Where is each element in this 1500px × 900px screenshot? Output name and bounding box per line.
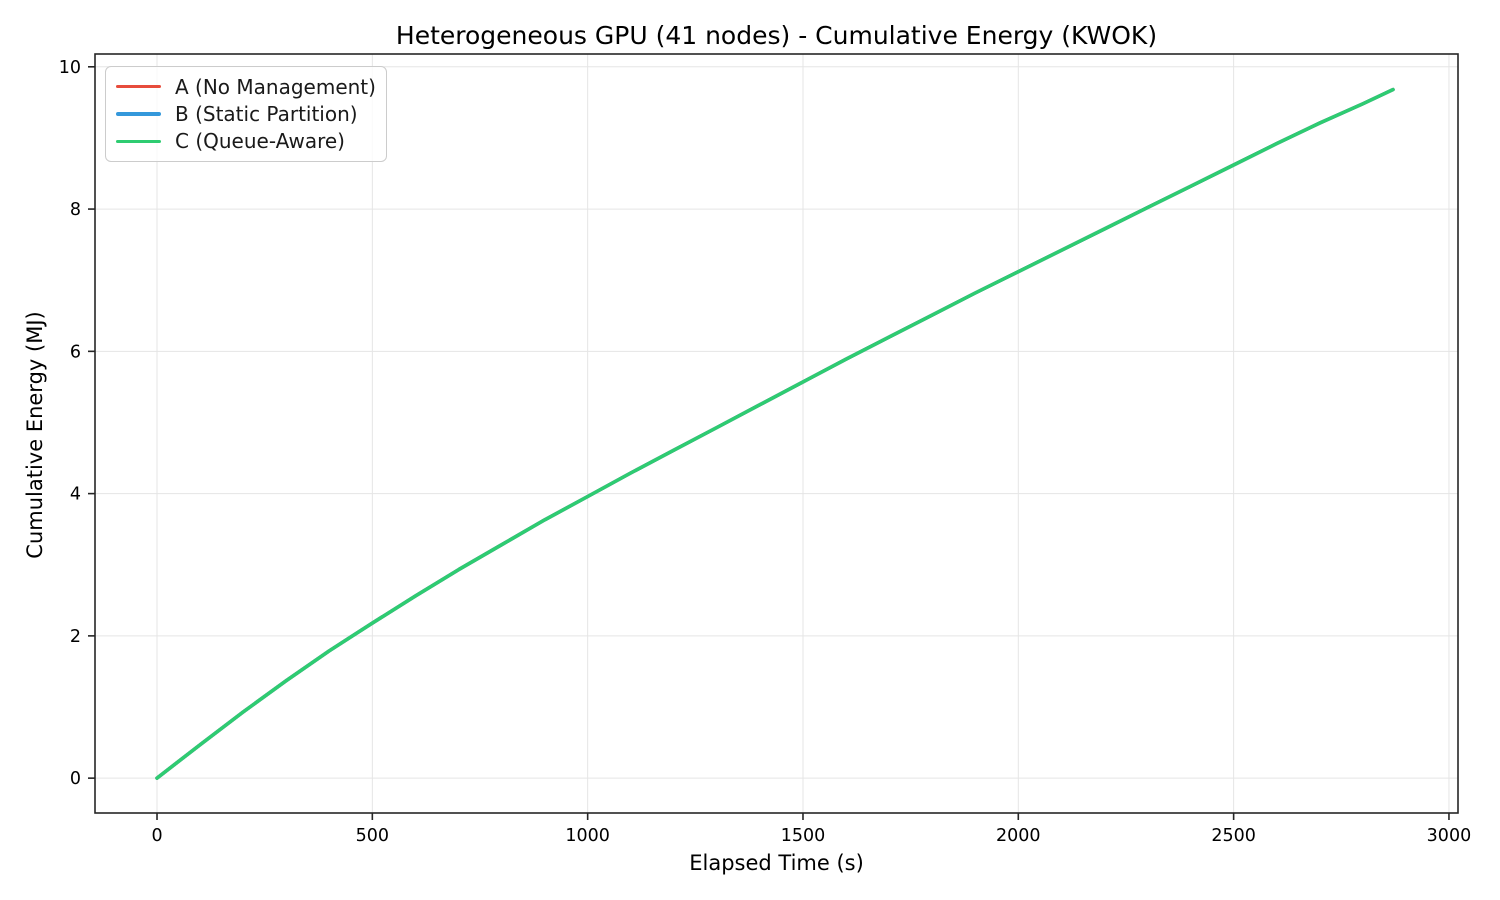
- legend: A (No Management) B (Static Partition) C…: [105, 66, 387, 162]
- y-tick-label: 10: [59, 58, 81, 78]
- legend-line-a-icon: [116, 84, 161, 89]
- x-tick-label: 1500: [781, 826, 826, 846]
- legend-label-c: C (Queue-Aware): [175, 129, 345, 154]
- legend-item-a: A (No Management): [116, 73, 376, 100]
- legend-label-a: A (No Management): [175, 74, 376, 99]
- y-tick-label: 2: [70, 627, 81, 647]
- x-tick-label: 2500: [1211, 826, 1256, 846]
- x-tick-label: 3000: [1427, 826, 1472, 846]
- legend-item-c: C (Queue-Aware): [116, 128, 376, 155]
- x-tick-label: 1000: [565, 826, 610, 846]
- legend-item-b: B (Static Partition): [116, 100, 376, 127]
- y-tick-label: 6: [70, 342, 81, 362]
- series-line-c: [155, 87, 1395, 780]
- y-tick-label: 4: [70, 485, 81, 505]
- legend-line-b-icon: [116, 112, 161, 116]
- series-line-b: [155, 87, 1395, 780]
- series-line-a: [155, 87, 1395, 780]
- x-tick-label: 2000: [996, 826, 1041, 846]
- x-tick-label: 0: [151, 826, 162, 846]
- legend-line-c-icon: [116, 139, 161, 144]
- x-tick-label: 500: [356, 826, 389, 846]
- chart-title: Heterogeneous GPU (41 nodes) - Cumulativ…: [395, 21, 1158, 50]
- y-tick-label: 0: [70, 769, 81, 789]
- legend-label-b: B (Static Partition): [175, 101, 358, 126]
- plot-border: [94, 53, 1459, 814]
- y-tick-label: 8: [70, 200, 81, 220]
- x-axis-label: Elapsed Time (s): [689, 851, 864, 875]
- y-axis-label: Cumulative Energy (MJ): [23, 311, 47, 559]
